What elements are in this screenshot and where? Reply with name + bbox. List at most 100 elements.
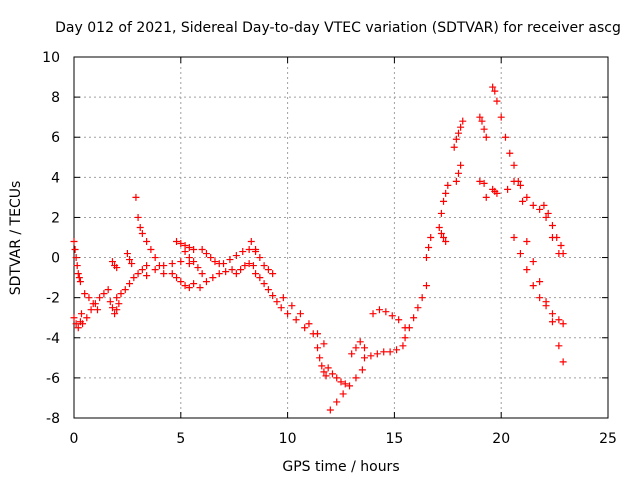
data-point	[185, 244, 193, 252]
series-arc-17	[232, 260, 257, 278]
data-point	[111, 310, 119, 318]
data-point	[454, 129, 462, 137]
data-point	[454, 169, 462, 177]
chart-title: Day 012 of 2021, Sidereal Day-to-day VTE…	[55, 20, 621, 36]
data-point	[209, 274, 217, 282]
data-point	[126, 256, 134, 264]
data-point	[75, 274, 83, 282]
data-point	[316, 354, 324, 362]
data-point	[168, 260, 176, 268]
data-point	[143, 272, 151, 280]
series-arc-08	[123, 250, 136, 268]
data-point	[339, 390, 347, 398]
data-point	[264, 286, 272, 294]
data-point	[452, 135, 460, 143]
series-arc-18	[247, 238, 277, 278]
data-point	[519, 197, 527, 205]
data-point	[220, 260, 228, 268]
data-point	[352, 344, 360, 352]
data-point	[117, 290, 125, 298]
data-point	[108, 304, 116, 312]
data-point	[506, 149, 514, 157]
data-point	[414, 304, 422, 312]
data-point	[181, 282, 189, 290]
data-point	[134, 213, 142, 221]
series-arc-15	[198, 246, 223, 268]
data-point	[252, 270, 260, 278]
data-point	[523, 193, 531, 201]
data-point	[185, 254, 193, 262]
data-point	[70, 314, 78, 322]
data-point	[245, 260, 253, 268]
data-point	[106, 298, 114, 306]
data-point	[548, 310, 556, 318]
data-point	[482, 193, 490, 201]
data-point	[190, 258, 198, 266]
y-tick-label: 6	[51, 130, 60, 146]
data-point	[269, 270, 277, 278]
data-point	[375, 306, 383, 314]
data-point	[442, 238, 450, 246]
data-point	[181, 242, 189, 250]
data-point	[348, 350, 356, 358]
data-point	[104, 286, 112, 294]
data-point	[273, 298, 281, 306]
x-tick-label: 5	[176, 431, 185, 447]
data-point	[320, 368, 328, 376]
data-point	[228, 266, 236, 274]
data-point	[476, 113, 484, 121]
data-point	[493, 189, 501, 197]
data-point	[136, 223, 144, 231]
data-point	[559, 250, 567, 258]
series-arc-07	[113, 262, 151, 302]
data-point	[196, 284, 204, 292]
data-point	[296, 310, 304, 318]
series-arc-41	[523, 238, 567, 366]
data-point	[395, 316, 403, 324]
data-point	[501, 133, 509, 141]
data-point	[360, 344, 368, 352]
data-point	[173, 238, 181, 246]
data-point	[113, 306, 121, 314]
data-point	[260, 280, 268, 288]
data-point	[337, 378, 345, 386]
data-point	[480, 179, 488, 187]
data-point	[241, 262, 249, 270]
data-point	[493, 97, 501, 105]
data-point	[143, 238, 151, 246]
y-tick-label: 8	[51, 90, 60, 106]
data-point	[457, 123, 465, 131]
series-arc-37	[489, 185, 501, 197]
data-point	[72, 254, 80, 262]
data-point	[284, 310, 292, 318]
data-point	[173, 274, 181, 282]
x-tick-label: 20	[492, 431, 510, 447]
data-point	[256, 254, 264, 262]
data-point	[440, 234, 448, 241]
data-point	[83, 314, 91, 322]
data-point	[143, 262, 151, 270]
data-point	[147, 246, 155, 254]
data-point	[437, 229, 445, 237]
data-point	[476, 177, 484, 185]
data-point	[346, 382, 354, 390]
data-point	[237, 266, 245, 274]
data-point	[324, 364, 332, 372]
series-arc-32	[450, 117, 467, 151]
data-point	[410, 314, 418, 322]
data-point	[279, 294, 287, 302]
data-point	[226, 256, 234, 264]
data-point	[557, 242, 565, 250]
data-point	[358, 366, 366, 374]
y-tick-label: 10	[42, 50, 60, 66]
data-point	[252, 246, 260, 254]
series-arc-36	[489, 83, 501, 105]
data-point	[181, 248, 189, 256]
data-point	[360, 354, 368, 362]
data-point	[207, 254, 215, 262]
data-point	[333, 398, 341, 406]
series-arc-11	[168, 270, 198, 292]
data-point	[138, 229, 146, 237]
